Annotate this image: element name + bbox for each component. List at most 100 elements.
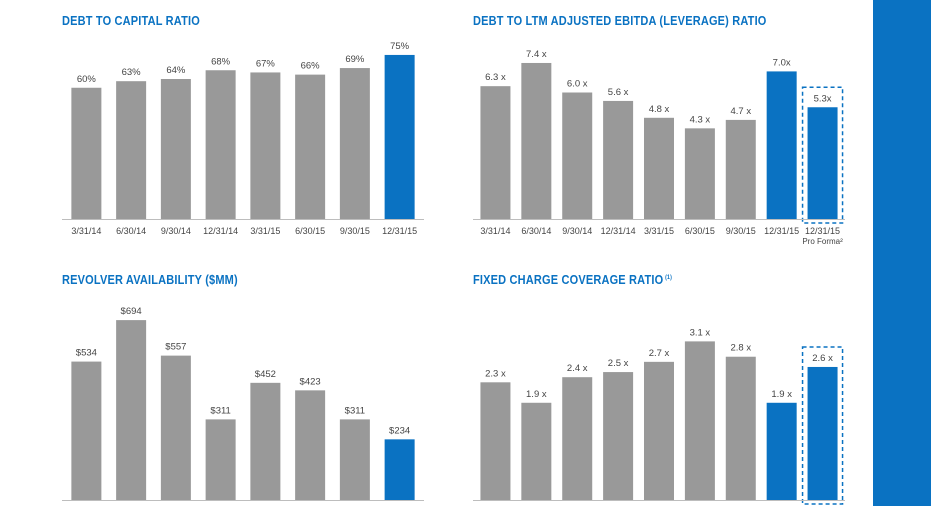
data-label: 66% <box>301 61 321 72</box>
data-label: 69% <box>345 54 365 65</box>
data-label: 4.7 x <box>730 106 751 117</box>
bar <box>250 72 281 219</box>
bar <box>644 117 674 219</box>
bar <box>684 128 715 219</box>
bar <box>295 390 326 500</box>
bar <box>603 372 634 500</box>
bar <box>766 402 797 500</box>
bar <box>521 402 552 500</box>
data-label: 75% <box>390 41 410 52</box>
bar <box>684 341 715 500</box>
bar <box>71 87 102 219</box>
tick-label: 9/30/15 <box>726 226 756 236</box>
bar <box>205 419 236 500</box>
data-label: $311 <box>210 405 230 416</box>
tick-label: 3/31/14 <box>480 226 510 236</box>
bar <box>116 81 147 219</box>
bar <box>480 382 511 500</box>
tick-label: 12/31/15 <box>805 226 840 236</box>
tick-label: 12/31/14 <box>601 226 636 236</box>
bar <box>807 366 838 500</box>
data-label: $452 <box>255 369 276 380</box>
tick-label: 9/30/14 <box>161 226 191 236</box>
tick-label: 3/31/15 <box>644 226 674 236</box>
data-label: 7.4 x <box>526 49 547 60</box>
bar <box>339 68 370 219</box>
bar <box>116 320 147 500</box>
tick-label: 6/30/15 <box>295 226 325 236</box>
debt-to-ebitda-chart: 6.3 x 3/31/14 7.4 x 6/30/14 6.0 x 9/30/14 5.6 … <box>473 49 845 246</box>
bar <box>725 356 756 500</box>
data-label: 67% <box>256 58 276 69</box>
data-label: $311 <box>345 405 365 416</box>
data-label: 1.9 x <box>771 389 792 400</box>
data-label: 7.0x <box>773 57 791 68</box>
tick-label: 12/31/15 <box>382 226 417 236</box>
bar <box>562 92 593 219</box>
tick-label: 6/30/15 <box>685 226 715 236</box>
data-label: 60% <box>77 74 97 85</box>
chart-title: DEBT TO LTM ADJUSTED EBITDA (LEVERAGE) R… <box>473 14 767 28</box>
debt-to-capital-chart: 60% 3/31/14 63% 6/30/14 64% 9/30/14 68% 12/31/1… <box>62 41 424 236</box>
fixed-charge-coverage-panel: FIXED CHARGE COVERAGE RATIO (1) 2.3 x 1.9 … <box>473 273 853 506</box>
data-label: 6.0 x <box>567 78 588 89</box>
right-accent-bar <box>873 0 931 506</box>
bar <box>384 54 415 219</box>
data-label: 5.6 x <box>608 87 629 98</box>
data-label: 64% <box>166 65 186 76</box>
bar <box>250 382 281 500</box>
data-label: 2.5 x <box>608 358 629 369</box>
data-label: 2.3 x <box>485 368 506 379</box>
chart-title: FIXED CHARGE COVERAGE RATIO (1) <box>473 273 673 287</box>
bar <box>71 361 102 500</box>
bar <box>521 62 552 219</box>
bar <box>160 355 191 500</box>
data-label: 63% <box>122 67 142 78</box>
bar <box>205 70 236 219</box>
tick-label: 3/31/15 <box>250 226 280 236</box>
revolver-availability-chart: $534 $694 $557 $311 $452 $423 $311 $234 <box>62 306 424 501</box>
debt-to-ebitda-panel: DEBT TO LTM ADJUSTED EBITDA (LEVERAGE) R… <box>473 14 853 254</box>
data-label: $557 <box>165 342 186 353</box>
tick-label: 12/31/15 <box>764 226 799 236</box>
debt-to-capital-panel: DEBT TO CAPITAL RATIO 60% 3/31/14 63% 6/30/… <box>62 14 430 250</box>
tick-label: 6/30/14 <box>521 226 551 236</box>
data-label: 2.8 x <box>730 343 751 354</box>
tick-label: 6/30/14 <box>116 226 146 236</box>
data-label: 2.4 x <box>567 363 588 374</box>
bar <box>384 439 415 500</box>
data-label: 5.3x <box>814 93 832 104</box>
chart-title: REVOLVER AVAILABILITY ($MM) <box>62 273 238 287</box>
data-label: $694 <box>121 306 142 317</box>
data-label: 1.9 x <box>526 389 547 400</box>
tick-label-note: Pro Forma² <box>802 237 843 246</box>
bar <box>480 86 511 220</box>
data-label: $234 <box>389 425 410 436</box>
bar <box>603 100 634 219</box>
data-label: $534 <box>76 348 97 359</box>
bar <box>807 107 838 219</box>
tick-label: 12/31/14 <box>203 226 238 236</box>
data-label: 3.1 x <box>690 327 711 338</box>
bar <box>562 377 593 500</box>
bar <box>766 71 797 219</box>
data-label: 4.8 x <box>649 104 670 115</box>
revolver-availability-panel: REVOLVER AVAILABILITY ($MM) $534 $694 $557… <box>62 273 430 506</box>
bar <box>644 361 674 500</box>
tick-label: 9/30/14 <box>562 226 592 236</box>
bar <box>339 419 370 500</box>
pro-forma-dashed-box <box>801 86 844 224</box>
data-label: 2.7 x <box>649 348 670 359</box>
data-label: 4.3 x <box>690 114 711 125</box>
bar <box>160 79 191 219</box>
pro-forma-dashed-box <box>801 346 844 505</box>
bar <box>295 74 326 219</box>
tick-label: 9/30/15 <box>340 226 370 236</box>
bar <box>725 119 756 219</box>
data-label: 68% <box>211 56 231 67</box>
data-label: $423 <box>300 376 321 387</box>
data-label: 2.6 x <box>812 353 833 364</box>
tick-label: 3/31/14 <box>71 226 101 236</box>
data-label: 6.3 x <box>485 72 506 83</box>
chart-title: DEBT TO CAPITAL RATIO <box>62 14 200 28</box>
